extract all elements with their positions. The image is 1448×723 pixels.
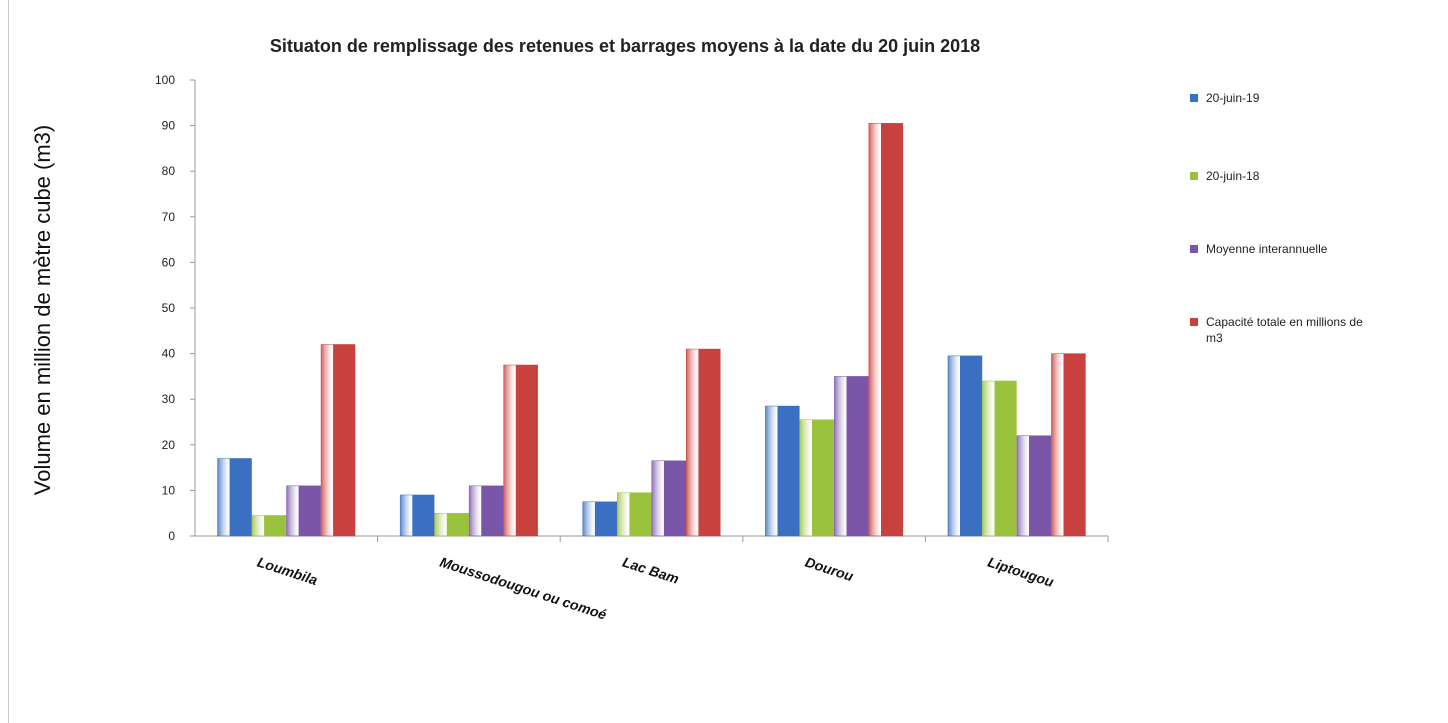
y-tick-label: 80 (162, 164, 176, 178)
bar-1-2 (468, 485, 504, 537)
bar-0-0 (217, 458, 252, 537)
y-tick-label: 60 (162, 255, 176, 269)
bar-0-1 (251, 515, 287, 537)
bar-1-3 (503, 364, 538, 537)
legend-swatch (1190, 318, 1198, 326)
bar-2-0 (582, 501, 617, 537)
y-tick-label: 40 (162, 347, 176, 361)
category-label: Moussodougou ou comoé (438, 554, 609, 623)
bars-group (217, 123, 1086, 537)
category-label: Dourou (803, 554, 856, 585)
legend-label: 20-juin-18 (1206, 169, 1260, 183)
y-axis-label: Volume en million de mètre cube (m3) (30, 125, 55, 496)
legend-label: Moyenne interannuelle (1206, 242, 1328, 256)
y-tick-label: 10 (162, 483, 176, 497)
bar-2-3 (686, 348, 721, 537)
bar-4-3 (1051, 353, 1086, 537)
legend-swatch (1190, 172, 1198, 180)
bar-4-1 (982, 380, 1017, 537)
bar-2-1 (617, 492, 652, 537)
bar-3-1 (799, 419, 835, 537)
legend-swatch (1190, 94, 1198, 102)
bar-0-3 (320, 344, 356, 537)
bar-3-2 (834, 376, 869, 537)
legend-swatch (1190, 245, 1198, 253)
bar-0-2 (286, 485, 321, 537)
chart-title: Situaton de remplissage des retenues et … (270, 36, 980, 56)
y-tick-label: 100 (155, 73, 175, 87)
y-tick-label: 50 (162, 301, 176, 315)
bar-3-0 (765, 405, 800, 537)
bar-1-0 (399, 494, 435, 537)
y-tick-label: 0 (168, 529, 175, 543)
legend-label: Capacité totale en millions de m3 (1206, 315, 1363, 345)
y-tick-label: 20 (162, 438, 176, 452)
category-label: Loumbila (255, 554, 319, 589)
frame-border (8, 0, 9, 723)
legend: 20-juin-19 20-juin-18 Moyenne interannuell… (1190, 91, 1363, 345)
category-labels: Loumbila Moussodougou ou comoé Lac Bam Dour… (255, 554, 1056, 623)
y-tick-label: 30 (162, 392, 176, 406)
bar-4-2 (1016, 435, 1052, 537)
legend-label: 20-juin-19 (1206, 91, 1260, 105)
bar-3-3 (868, 123, 904, 537)
bar-4-0 (947, 355, 983, 537)
y-tick-label: 70 (162, 210, 176, 224)
category-label: Liptougou (986, 554, 1056, 590)
bar-1-1 (434, 512, 469, 537)
bar-2-2 (651, 460, 686, 537)
category-label: Lac Bam (621, 554, 681, 587)
y-tick-label: 90 (162, 119, 176, 133)
